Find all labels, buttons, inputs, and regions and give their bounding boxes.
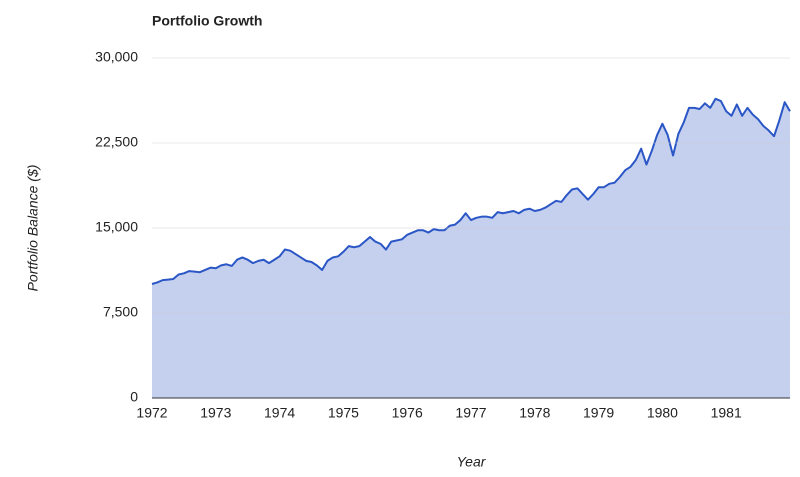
y-tick-label: 22,500 (95, 134, 138, 150)
y-axis-title: Portfolio Balance ($) (25, 165, 41, 292)
x-tick-label: 1977 (455, 405, 486, 421)
x-tick-label: 1978 (519, 405, 550, 421)
y-tick-label: 15,000 (95, 219, 138, 235)
x-tick-label: 1981 (711, 405, 742, 421)
x-tick-label: 1973 (200, 405, 231, 421)
x-tick-label: 1979 (583, 405, 614, 421)
chart-title: Portfolio Growth (152, 13, 262, 29)
x-tick-label: 1972 (136, 405, 167, 421)
area (152, 98, 790, 399)
y-tick-label: 7,500 (103, 304, 138, 320)
x-axis-title: Year (457, 454, 487, 470)
line (151, 97, 791, 285)
x-tick-label: 1976 (392, 405, 423, 421)
x-tick-label: 1975 (328, 405, 359, 421)
y-tick-label: 30,000 (95, 49, 138, 65)
x-tick-label: 1980 (647, 405, 678, 421)
y-tick-label: 0 (130, 389, 138, 405)
x-tick-label: 1974 (264, 405, 295, 421)
